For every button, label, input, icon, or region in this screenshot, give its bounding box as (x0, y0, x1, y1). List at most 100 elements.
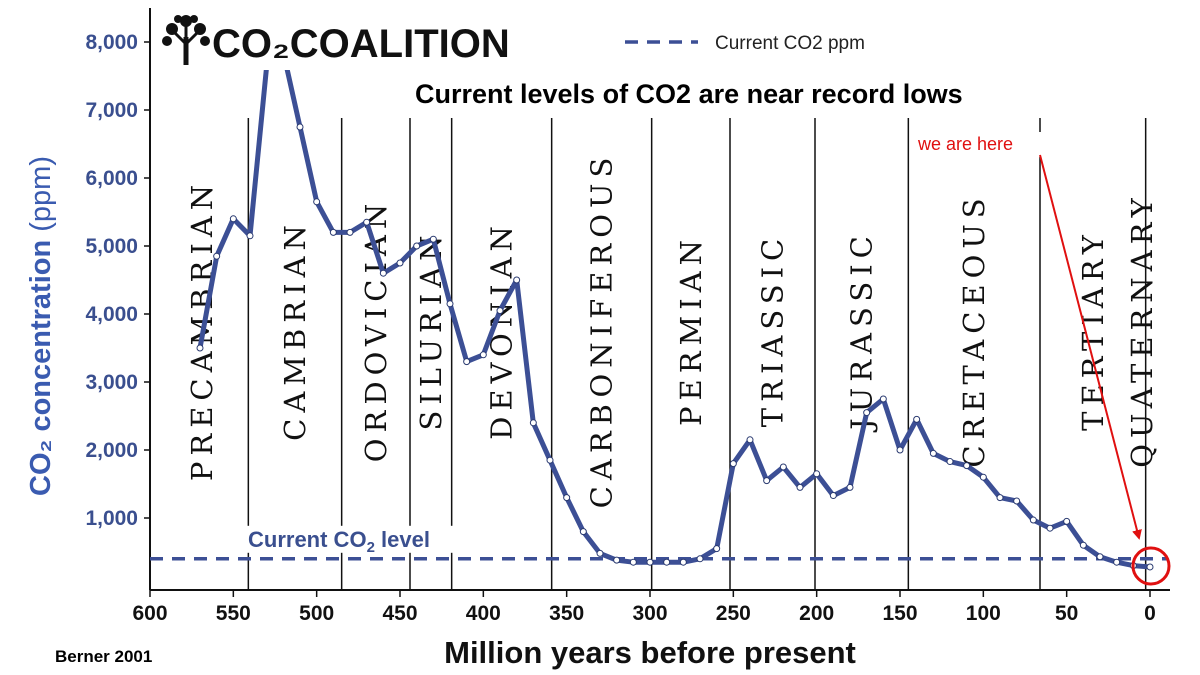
data-point (529, 419, 537, 427)
data-point (1079, 541, 1087, 549)
logo: CO₂COALITION (162, 15, 510, 66)
data-point (213, 252, 221, 260)
x-axis: 600 550 500 450 400 350 300 250 200 150 100 50 0 (132, 590, 1156, 625)
x-tick-label: 150 (882, 602, 917, 625)
data-point (696, 555, 704, 563)
period-label: SILURIAN (414, 229, 448, 430)
x-tick-label: 550 (216, 602, 251, 625)
tree-icon (162, 15, 210, 65)
data-point (979, 473, 987, 481)
x-tick-label: 600 (132, 602, 167, 625)
current-co2-reference: Current CO2 level (150, 525, 1168, 561)
data-point (963, 462, 971, 470)
data-point (763, 477, 771, 485)
logo-text: CO₂COALITION (212, 22, 510, 66)
y-tick-label: 6,000 (85, 167, 138, 190)
data-point (1113, 558, 1121, 566)
x-tick-label: 100 (966, 602, 1001, 625)
data-point (546, 456, 554, 464)
data-point (796, 483, 804, 491)
period-label: CRETACEOUS (957, 192, 991, 467)
data-point (929, 449, 937, 457)
data-point (413, 242, 421, 250)
data-point (646, 558, 654, 566)
data-point (1046, 524, 1054, 532)
y-axis-title-main: CO₂ concentration (25, 240, 57, 496)
data-point (879, 395, 887, 403)
data-point (946, 458, 954, 466)
data-point (196, 344, 204, 352)
data-point (913, 415, 921, 423)
data-point (313, 198, 321, 206)
data-point (813, 470, 821, 478)
y-tick-label: 1,000 (85, 507, 138, 530)
x-tick-label: 300 (632, 602, 667, 625)
y-axis: 1,000 2,000 3,000 4,000 5,000 6,000 7,000 8,000 (85, 31, 150, 530)
data-point (296, 123, 304, 131)
data-point (629, 558, 637, 566)
data-point (679, 558, 687, 566)
y-tick-label: 4,000 (85, 303, 138, 326)
co2-series (196, 48, 1154, 571)
co2-series-line (197, 49, 1153, 570)
x-axis-title: Million years before present (444, 635, 856, 670)
data-point (1029, 516, 1037, 524)
data-point (1063, 517, 1071, 525)
we-are-here-annotation: we are here (912, 132, 1171, 586)
data-point (729, 460, 737, 468)
headline: Current levels of CO2 are near record lo… (415, 79, 963, 109)
data-point (429, 235, 437, 243)
data-point (846, 483, 854, 491)
data-point (1146, 563, 1154, 571)
we-are-here-circle (1131, 546, 1171, 586)
data-point (246, 232, 254, 240)
x-tick-label: 500 (299, 602, 334, 625)
data-point (563, 494, 571, 502)
source-credit: Berner 2001 (55, 647, 152, 666)
we-are-here-arrow (1039, 154, 1142, 540)
x-tick-label: 350 (549, 602, 584, 625)
headline-backdrop (405, 72, 1125, 114)
data-point (863, 409, 871, 417)
x-tick-label: 200 (799, 602, 834, 625)
data-point (513, 276, 521, 284)
period-label: TERTIARY (1076, 229, 1110, 431)
x-tick-label: 450 (382, 602, 417, 625)
we-are-here-label: we are here (917, 134, 1013, 154)
data-point (496, 307, 504, 315)
data-point (363, 218, 371, 226)
x-tick-label: 0 (1144, 602, 1156, 625)
period-label: TRIASSIC (756, 233, 790, 427)
data-point (779, 463, 787, 471)
data-point (379, 269, 387, 277)
data-point (479, 351, 487, 359)
data-point (996, 494, 1004, 502)
data-point (396, 259, 404, 267)
data-point (613, 556, 621, 564)
data-point (746, 436, 754, 444)
data-point (829, 492, 837, 500)
data-point (713, 545, 721, 553)
x-tick-label: 50 (1055, 602, 1078, 625)
data-point (229, 215, 237, 223)
legend: Current CO2 ppm (625, 33, 865, 54)
period-label: PERMIAN (674, 234, 708, 426)
period-label: QUATERNARY (1125, 192, 1159, 467)
title-backdrop (160, 10, 388, 70)
data-point (446, 300, 454, 308)
y-tick-label: 2,000 (85, 439, 138, 462)
period-label: CARBONIFEROUS (585, 152, 619, 509)
y-axis-title: CO₂ concentration (ppm) (25, 156, 57, 496)
data-point (596, 549, 604, 557)
x-tick-label: 250 (716, 602, 751, 625)
data-point (1013, 497, 1021, 505)
legend-label: Current CO2 ppm (715, 33, 865, 54)
data-point (1096, 553, 1104, 561)
reference-label-backdrop (243, 525, 475, 553)
current-co2-label: Current CO2 level (248, 527, 430, 556)
data-point (663, 558, 671, 566)
period-label: JURASSIC (845, 230, 879, 433)
y-tick-label: 8,000 (85, 31, 138, 54)
data-point (346, 228, 354, 236)
